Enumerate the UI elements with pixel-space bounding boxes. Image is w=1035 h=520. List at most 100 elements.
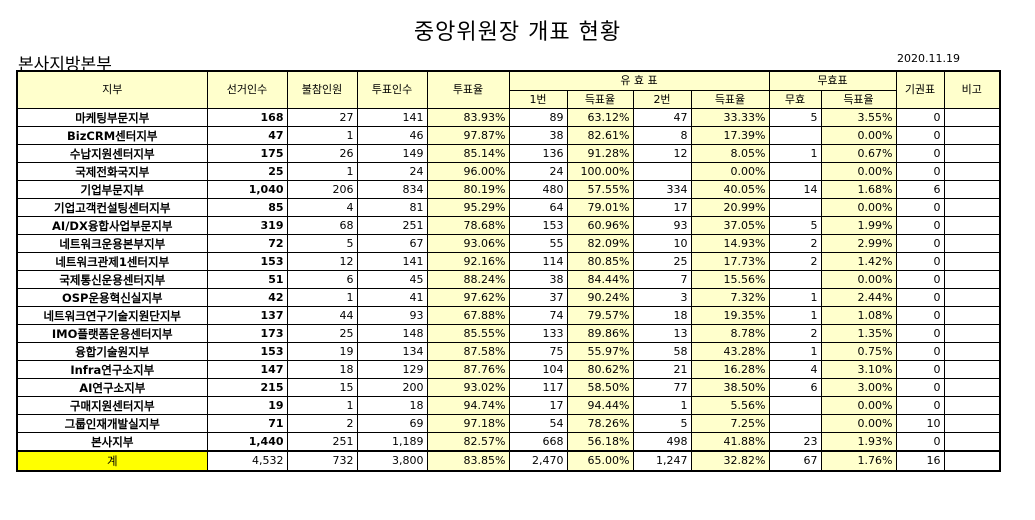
cell-invalid-count: 6 [768, 378, 822, 397]
cell-electors: 175 [206, 144, 288, 163]
cell-voters: 141 [356, 108, 428, 127]
header-candidate-1-rate: 득표율 [566, 90, 634, 109]
cell-invalid-rate: 1.93% [820, 432, 897, 452]
cell-absent: 5 [286, 234, 358, 253]
cell-candidate-2-rate: 33.33% [690, 108, 770, 127]
cell-invalid-rate: 2.99% [820, 234, 897, 253]
page-title: 중앙위원장 개표 현황 [413, 20, 622, 45]
cell-candidate-1-rate: 55.97% [566, 342, 634, 361]
cell-invalid-rate: 1.35% [820, 324, 897, 343]
cell-note [943, 198, 1001, 217]
cell-abstain: 0 [895, 252, 945, 271]
header-abstain: 기권표 [895, 70, 945, 109]
cell-note [943, 450, 1001, 472]
header-candidate-2: 2번 [632, 90, 692, 109]
cell-turnout: 67.88% [426, 306, 510, 325]
cell-candidate-2: 1 [632, 396, 692, 415]
cell-abstain: 0 [895, 126, 945, 145]
cell-voters: 134 [356, 342, 428, 361]
cell-candidate-2-rate: 32.82% [690, 450, 770, 472]
cell-candidate-1-rate: 82.09% [566, 234, 634, 253]
cell-note [943, 126, 1001, 145]
cell-candidate-1: 54 [508, 414, 568, 433]
cell-invalid-count [768, 198, 822, 217]
cell-candidate-2: 13 [632, 324, 692, 343]
table-row: 본사지부 1,440 251 1,189 82.57% 668 56.18% 498 41.88… [16, 432, 1001, 452]
cell-absent: 4 [286, 198, 358, 217]
cell-invalid-rate: 3.00% [820, 378, 897, 397]
cell-absent: 251 [286, 432, 358, 452]
cell-electors: 147 [206, 360, 288, 379]
cell-candidate-1: 153 [508, 216, 568, 235]
table-row: 네트워크관제1센터지부 153 12 141 92.16% 114 80.85% 25 17.7… [16, 252, 1001, 271]
cell-voters: 45 [356, 270, 428, 289]
cell-note [943, 396, 1001, 415]
cell-invalid-rate: 0.00% [820, 396, 897, 415]
cell-candidate-1-rate: 80.62% [566, 360, 634, 379]
cell-invalid-rate: 0.00% [820, 414, 897, 433]
header-invalid-rate: 득표율 [820, 90, 897, 109]
cell-electors: 168 [206, 108, 288, 127]
cell-invalid-rate: 1.99% [820, 216, 897, 235]
cell-invalid-count [768, 162, 822, 181]
cell-candidate-2-rate: 43.28% [690, 342, 770, 361]
cell-note [943, 324, 1001, 343]
cell-turnout: 93.06% [426, 234, 510, 253]
cell-voters: 834 [356, 180, 428, 199]
cell-candidate-2: 498 [632, 432, 692, 452]
cell-candidate-1: 480 [508, 180, 568, 199]
cell-candidate-2: 25 [632, 252, 692, 271]
cell-note [943, 216, 1001, 235]
cell-voters: 129 [356, 360, 428, 379]
vote-count-table: 지부 선거인수 불참인원 투표인수 투표율 유 효 표 무효표 기권표 비고 1… [16, 70, 1001, 472]
cell-invalid-rate: 0.67% [820, 144, 897, 163]
cell-candidate-1: 2,470 [508, 450, 568, 472]
cell-branch: 기업고객컨설팅센터지부 [16, 198, 208, 217]
table-row: Infra연구소지부 147 18 129 87.76% 104 80.62% 21 16.28… [16, 360, 1001, 379]
cell-abstain: 16 [895, 450, 945, 472]
cell-absent: 732 [286, 450, 358, 472]
cell-abstain: 0 [895, 432, 945, 452]
cell-candidate-1: 136 [508, 144, 568, 163]
header-branch: 지부 [16, 70, 208, 109]
cell-abstain: 0 [895, 324, 945, 343]
cell-branch: AI연구소지부 [16, 378, 208, 397]
cell-voters: 149 [356, 144, 428, 163]
cell-candidate-2-rate: 15.56% [690, 270, 770, 289]
cell-candidate-2-rate: 16.28% [690, 360, 770, 379]
cell-abstain: 0 [895, 378, 945, 397]
cell-abstain: 0 [895, 306, 945, 325]
cell-invalid-count: 1 [768, 342, 822, 361]
cell-invalid-count: 1 [768, 288, 822, 307]
cell-candidate-2: 47 [632, 108, 692, 127]
cell-candidate-2: 77 [632, 378, 692, 397]
cell-turnout: 85.14% [426, 144, 510, 163]
cell-candidate-2: 12 [632, 144, 692, 163]
cell-turnout: 94.74% [426, 396, 510, 415]
cell-abstain: 10 [895, 414, 945, 433]
cell-turnout: 97.18% [426, 414, 510, 433]
table-row: 융합기술원지부 153 19 134 87.58% 75 55.97% 58 43.28% 1 0.… [16, 342, 1001, 361]
cell-branch: 기업부문지부 [16, 180, 208, 199]
cell-note [943, 162, 1001, 181]
cell-electors: 153 [206, 252, 288, 271]
cell-absent: 15 [286, 378, 358, 397]
cell-candidate-1-rate: 94.44% [566, 396, 634, 415]
cell-invalid-count: 1 [768, 306, 822, 325]
cell-absent: 206 [286, 180, 358, 199]
table-row: OSP운용혁신실지부 42 1 41 97.62% 37 90.24% 3 7.32% 1 2.44… [16, 288, 1001, 307]
table-row: 구매지원센터지부 19 1 18 94.74% 17 94.44% 1 5.56% 0.00% 0 [16, 396, 1001, 415]
cell-invalid-count [768, 270, 822, 289]
cell-candidate-2: 93 [632, 216, 692, 235]
cell-electors: 51 [206, 270, 288, 289]
cell-invalid-count [768, 414, 822, 433]
cell-branch: 국제전화국지부 [16, 162, 208, 181]
cell-candidate-1-rate: 65.00% [566, 450, 634, 472]
cell-candidate-2-rate: 20.99% [690, 198, 770, 217]
cell-absent: 6 [286, 270, 358, 289]
cell-absent: 27 [286, 108, 358, 127]
cell-candidate-1-rate: 57.55% [566, 180, 634, 199]
cell-voters: 251 [356, 216, 428, 235]
table-row: 마케팅부문지부 168 27 141 83.93% 89 63.12% 47 33.33% 5 3.… [16, 108, 1001, 127]
cell-candidate-2: 8 [632, 126, 692, 145]
